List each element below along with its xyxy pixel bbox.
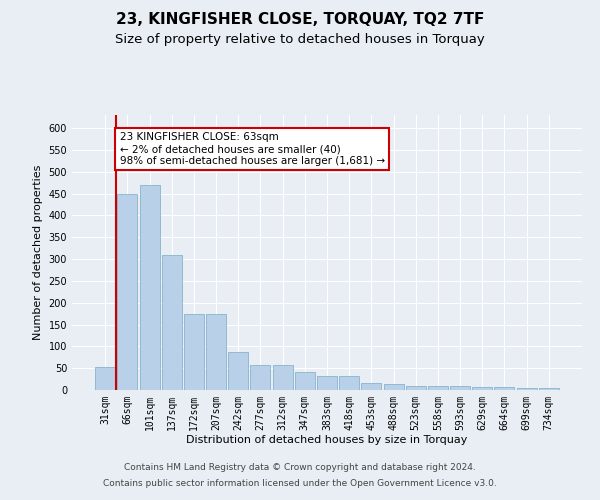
Bar <box>295 372 315 390</box>
Text: Size of property relative to detached houses in Torquay: Size of property relative to detached ho… <box>115 32 485 46</box>
Bar <box>339 376 359 390</box>
Bar <box>140 185 160 390</box>
Text: 23 KINGFISHER CLOSE: 63sqm
← 2% of detached houses are smaller (40)
98% of semi-: 23 KINGFISHER CLOSE: 63sqm ← 2% of detac… <box>119 132 385 166</box>
Bar <box>383 384 404 390</box>
Bar <box>250 364 271 390</box>
Bar <box>494 387 514 390</box>
Text: Contains HM Land Registry data © Crown copyright and database right 2024.: Contains HM Land Registry data © Crown c… <box>124 464 476 472</box>
Bar <box>406 386 426 390</box>
Y-axis label: Number of detached properties: Number of detached properties <box>33 165 43 340</box>
Bar <box>206 314 226 390</box>
Text: 23, KINGFISHER CLOSE, TORQUAY, TQ2 7TF: 23, KINGFISHER CLOSE, TORQUAY, TQ2 7TF <box>116 12 484 28</box>
Bar <box>118 194 137 390</box>
Bar <box>472 386 492 390</box>
Text: Contains public sector information licensed under the Open Government Licence v3: Contains public sector information licen… <box>103 478 497 488</box>
Bar <box>361 384 382 390</box>
Bar <box>450 386 470 390</box>
Bar <box>272 365 293 390</box>
Bar <box>517 388 536 390</box>
Bar <box>95 367 115 390</box>
Bar <box>228 352 248 390</box>
Text: Distribution of detached houses by size in Torquay: Distribution of detached houses by size … <box>187 435 467 445</box>
Bar <box>539 388 559 390</box>
Bar <box>428 386 448 390</box>
Bar <box>317 376 337 390</box>
Bar <box>162 254 182 390</box>
Bar <box>184 314 204 390</box>
